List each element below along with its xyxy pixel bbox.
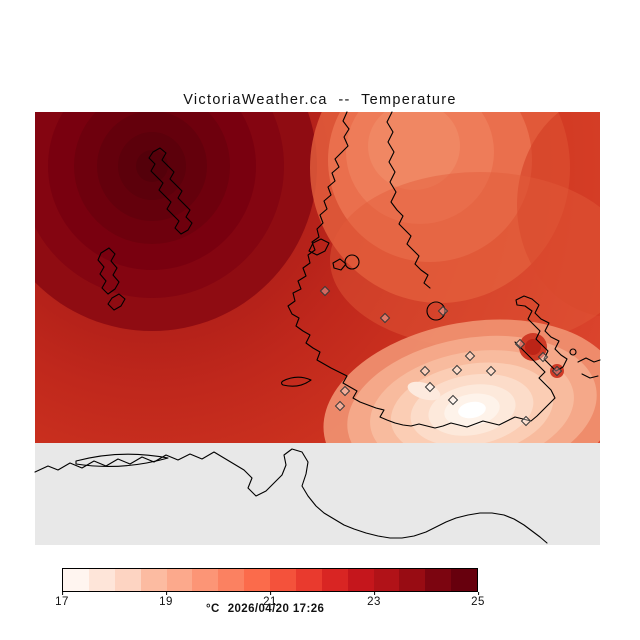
colorbar-tick-labels: 17 19 21 23 25 [55, 592, 484, 609]
colorbar-segment [399, 569, 426, 591]
station-marker-diamond [514, 338, 526, 350]
station-marker-diamond [520, 415, 532, 427]
station-marker-diamond [419, 365, 431, 377]
colorbar-segment [166, 569, 193, 591]
station-marker-diamond [464, 350, 476, 362]
station-marker-diamond [451, 364, 463, 376]
station-marker-diamond [551, 365, 563, 377]
colorbar-segment [451, 569, 477, 591]
coastline-southern-landmass [34, 448, 548, 544]
colorbar-footer: °C 2026/04/20 17:26 [206, 603, 332, 615]
colorbar-segment [114, 569, 141, 591]
unit-label: °C [206, 603, 220, 615]
station-marker-diamond [334, 400, 346, 412]
colorbar-segment [425, 569, 452, 591]
colorbar-segment [244, 569, 270, 591]
cool-pocket [407, 381, 441, 401]
colorbar-segment [373, 569, 400, 591]
island-outline [332, 258, 347, 271]
mid-transition-band [330, 172, 600, 348]
colorbar-segment [140, 569, 167, 591]
coastline-right-islet [581, 373, 599, 379]
coastline-east-south [287, 111, 556, 429]
colorbar-swatches [63, 569, 477, 591]
island-outline [344, 254, 360, 270]
page-title: VictoriaWeather.ca -- Temperature [183, 92, 457, 108]
colorbar-segment [321, 569, 348, 591]
right-edge-warming [517, 112, 600, 317]
coastline-spit-lagoon [75, 453, 169, 467]
colorbar-segment [88, 569, 115, 591]
colorbar-tick-label: 25 [471, 592, 485, 608]
station-markers [319, 285, 563, 427]
coastline-right-islet [577, 357, 601, 363]
coastline-channel [386, 111, 431, 289]
station-marker-diamond [379, 312, 391, 324]
colorbar-tick-label: 23 [367, 592, 381, 608]
station-marker-diamond [319, 285, 331, 297]
colorbar-segment [192, 569, 219, 591]
temperature-colorbar [62, 568, 478, 592]
island-outline [280, 376, 312, 387]
colorbar-tick-label: 17 [55, 592, 69, 608]
colorbar-segment [347, 569, 374, 591]
station-marker-diamond [447, 394, 459, 406]
station-marker-diamond [424, 381, 436, 393]
timestamp-label: 2026/04/20 17:26 [227, 603, 325, 615]
colorbar-segment [270, 569, 296, 591]
island-outline [426, 301, 446, 321]
coastlines [34, 111, 601, 544]
colorbar-tick-label: 19 [159, 592, 173, 608]
colorbar-segment [63, 569, 89, 591]
island-outline [569, 348, 577, 356]
local-warm-spots [519, 333, 564, 378]
island-outline [308, 238, 330, 256]
colorbar-tick-label: 21 [263, 592, 277, 608]
cool-light-region [323, 319, 600, 443]
colorbar-segment [218, 569, 245, 591]
lake-outline [148, 147, 193, 235]
station-marker-diamond [537, 351, 549, 363]
station-marker-diamond [339, 385, 351, 397]
lake-outline [107, 293, 126, 311]
colorbar-segment [295, 569, 322, 591]
coastline-hook-peninsula [515, 295, 568, 372]
warm-salmon-region [310, 112, 570, 303]
station-marker-diamond [485, 365, 497, 377]
lake-outline [97, 247, 120, 295]
station-marker-diamond [437, 305, 449, 317]
temperature-field [35, 112, 600, 443]
hot-core-contours [35, 112, 317, 331]
